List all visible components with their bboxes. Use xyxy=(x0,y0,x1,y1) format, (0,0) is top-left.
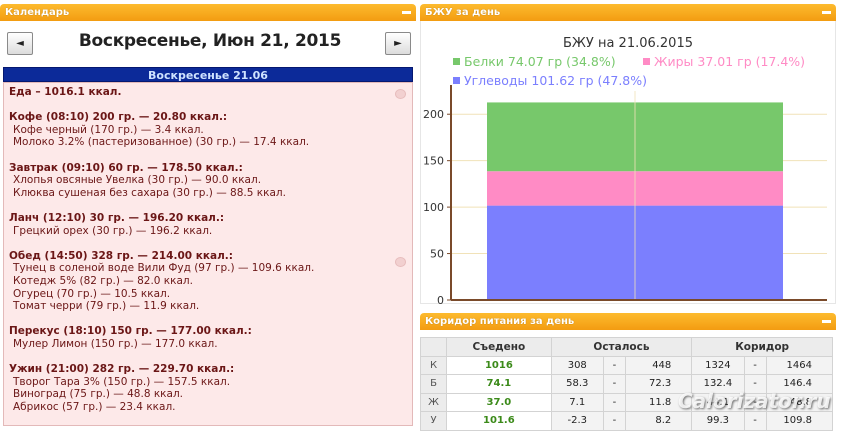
corridor-dash: - xyxy=(743,355,767,375)
row-label: У xyxy=(419,411,448,431)
remaining-max: 72.3 xyxy=(624,374,693,394)
meal-item: Творог Тара 3% (150 гр.) — 157.5 ккал. xyxy=(13,375,231,388)
remaining-min: 58.3 xyxy=(550,374,604,394)
legend-label: Белки 74.07 гр (34.8%) xyxy=(464,54,616,69)
meal-item: Огурец (70 гр.) — 10.5 ккал. xyxy=(13,287,171,300)
eaten-value: 37.0 xyxy=(446,392,552,412)
meal-title[interactable]: Перекус (18:10) 150 гр. — 177.00 ккал.: xyxy=(9,325,252,338)
bju-panel-header: БЖУ за день xyxy=(420,4,836,21)
remaining-dash: - xyxy=(602,411,626,431)
apple-icon[interactable] xyxy=(395,89,406,99)
watermark: Calorizator.ru xyxy=(678,389,831,413)
remaining-min: 308 xyxy=(550,355,604,375)
corridor-dash: - xyxy=(743,392,767,412)
legend-label: Жиры 37.01 гр (17.4%) xyxy=(654,54,805,69)
corridor-max: 146.4 xyxy=(765,374,834,394)
meal-title[interactable]: Завтрак (09:10) 60 гр. — 178.50 ккал.: xyxy=(9,161,243,174)
meal-title[interactable]: Кофе (08:10) 200 гр. — 20.80 ккал.: xyxy=(9,111,228,124)
corridor-header-row: Съедено Осталось Коридор xyxy=(419,337,833,357)
y-tick-label: 50 xyxy=(430,248,444,261)
corridor-dash: - xyxy=(743,411,767,431)
meal-title[interactable]: Ланч (12:10) 30 гр. — 196.20 ккал.: xyxy=(9,211,225,224)
col-eaten: Съедено xyxy=(446,337,552,357)
calendar-date-title: Воскресенье, Июн 21, 2015 xyxy=(78,31,342,51)
meal-block: Ужин (21:00) 282 гр. — 229.70 ккал.: Твор… xyxy=(9,363,407,413)
corner-cell xyxy=(419,337,448,357)
corridor-min: 1324 xyxy=(691,355,745,375)
meal-block: Кофе (08:10) 200 гр. — 20.80 ккал.: Кофе … xyxy=(9,111,407,149)
meal-list: Кофе (08:10) 200 гр. — 20.80 ккал.: Кофе … xyxy=(9,111,407,413)
calendar-panel-header: Календарь xyxy=(0,4,416,21)
bju-panel-title: БЖУ за день xyxy=(425,7,501,18)
remaining-min: 7.1 xyxy=(550,392,604,412)
day-diary: Еда – 1016.1 ккал. Кофе (08:10) 200 гр. … xyxy=(3,82,413,426)
meal-title[interactable]: Обед (14:50) 328 гр. — 214.00 ккал.: xyxy=(9,249,233,262)
remaining-min: -2.3 xyxy=(550,411,604,431)
meal-item: Грецкий орех (30 гр.) — 196.2 ккал. xyxy=(13,224,213,237)
corridor-max: 1464 xyxy=(765,355,834,375)
chart-title: БЖУ на 21.06.2015 xyxy=(563,36,693,51)
eaten-value: 101.6 xyxy=(446,411,552,431)
col-corridor: Коридор xyxy=(691,337,833,357)
prev-day-button[interactable]: ◄ xyxy=(7,32,33,55)
next-day-button[interactable]: ► xyxy=(385,32,411,55)
remaining-max: 8.2 xyxy=(624,411,693,431)
minimize-icon[interactable] xyxy=(402,11,411,14)
meal-block: Завтрак (09:10) 60 гр. — 178.50 ккал.: Хл… xyxy=(9,162,407,200)
y-tick-label: 100 xyxy=(423,201,444,214)
corridor-row: У 101.6 -2.3-8.2 99.3-109.8 xyxy=(419,411,834,431)
food-total: Еда – 1016.1 ккал. xyxy=(9,86,122,98)
corridor-table: Съедено Осталось Коридор К 1016 308-448 132… xyxy=(419,337,834,431)
corridor-min: 99.3 xyxy=(691,411,745,431)
calendar-panel-title: Календарь xyxy=(5,7,70,18)
meal-item: Томат черри (79 гр.) — 11.9 ккал. xyxy=(13,300,200,313)
row-label: Б xyxy=(419,374,448,394)
day-header[interactable]: Воскресенье 21.06 xyxy=(3,67,413,82)
meal-item: Котедж 5% (82 гр.) — 82.0 ккал. xyxy=(13,274,193,287)
meal-block: Обед (14:50) 328 гр. — 214.00 ккал.: Туне… xyxy=(9,250,407,313)
corridor-min: 132.4 xyxy=(691,374,745,394)
meal-title[interactable]: Ужин (21:00) 282 гр. — 229.70 ккал.: xyxy=(9,363,235,376)
meal-item: Клюква сушеная без сахара (30 гр.) — 88.… xyxy=(13,186,286,199)
meal-item: Мулер Лимон (150 гр.) — 177.0 ккал. xyxy=(13,337,218,350)
eaten-value: 74.1 xyxy=(446,374,552,394)
meal-block: Перекус (18:10) 150 гр. — 177.00 ккал.: М… xyxy=(9,325,407,350)
meal-item: Тунец в соленой воде Вили Фуд (97 гр.) —… xyxy=(13,262,315,275)
meal-item: Молоко 3.2% (пастеризованное) (30 гр.) —… xyxy=(13,136,310,149)
legend-swatch xyxy=(453,58,460,65)
y-tick-label: 0 xyxy=(437,294,444,304)
calendar-panel: Календарь ◄ Воскресенье, Июн 21, 2015 ► … xyxy=(0,4,416,426)
legend-swatch xyxy=(453,77,460,84)
remaining-dash: - xyxy=(602,355,626,375)
bju-panel: БЖУ за день БЖУ на 21.06.2015 Белки 74.07… xyxy=(420,4,836,307)
meal-item: Виноград (75 гр.) — 48.8 ккал. xyxy=(13,388,183,401)
meal-block: Ланч (12:10) 30 гр. — 196.20 ккал.: Грецк… xyxy=(9,212,407,237)
meal-item: Хлопья овсяные Увелка (30 гр.) — 90.0 кк… xyxy=(13,174,262,187)
meal-item: Кофе черный (170 гр.) — 3.4 ккал. xyxy=(13,123,204,136)
legend-swatch xyxy=(643,58,650,65)
bju-chart: БЖУ на 21.06.2015 Белки 74.07 гр (34.8%) Ж… xyxy=(423,36,827,307)
corridor-max: 48.8 xyxy=(765,392,834,412)
minimize-icon[interactable] xyxy=(822,320,831,323)
bju-chart-container: БЖУ на 21.06.2015 Белки 74.07 гр (34.8%) Ж… xyxy=(420,21,836,307)
col-remaining: Осталось xyxy=(550,337,693,357)
minimize-icon[interactable] xyxy=(822,11,831,14)
corridor-max: 109.8 xyxy=(765,411,834,431)
remaining-dash: - xyxy=(602,374,626,394)
y-tick-label: 150 xyxy=(423,155,444,168)
remaining-max: 448 xyxy=(624,355,693,375)
y-tick-label: 200 xyxy=(423,108,444,121)
corridor-panel-title: Коридор питания за день xyxy=(425,316,575,327)
corridor-row: К 1016 308-448 1324-1464 xyxy=(419,355,834,375)
arrow-right-icon: ► xyxy=(394,38,402,49)
row-label: К xyxy=(419,355,448,375)
row-label: Ж xyxy=(419,392,448,412)
apple-icon[interactable] xyxy=(395,257,406,267)
remaining-dash: - xyxy=(602,392,626,412)
eaten-value: 1016 xyxy=(446,355,552,375)
meal-item: Абрикос (57 гр.) — 23.4 ккал. xyxy=(13,400,176,413)
legend-label: Углеводы 101.62 гр (47.8%) xyxy=(464,73,647,88)
arrow-left-icon: ◄ xyxy=(16,38,24,49)
corridor-panel-header: Коридор питания за день xyxy=(420,313,836,330)
